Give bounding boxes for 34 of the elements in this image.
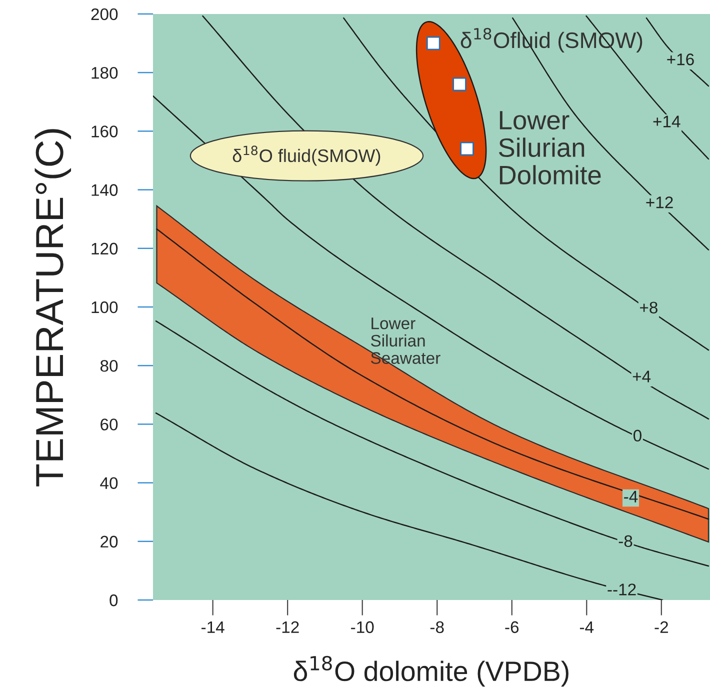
- x-tick-label: -8: [430, 621, 444, 634]
- x-axis-title: δ$^{18}$O dolomite (VPDB): [294, 656, 568, 687]
- y-tick-label: 60: [100, 418, 118, 430]
- point: [426, 36, 440, 50]
- annotation: +16: [667, 54, 694, 66]
- x-tick-label: -14: [202, 621, 224, 633]
- y-tick-label: 140: [92, 184, 118, 196]
- y-axis-title: TEMPERATURE°(C): [34, 129, 72, 486]
- annotation: +8: [640, 302, 658, 314]
- annotation: -8: [618, 535, 632, 548]
- x-tick-label: -6: [505, 621, 519, 634]
- y-tick-label: 200: [91, 8, 118, 20]
- x-tick-label: -2: [654, 621, 668, 633]
- annotation: 0: [633, 430, 642, 442]
- annotation: -4: [624, 490, 638, 502]
- annotation: Lower Silurian Dolomite: [498, 111, 601, 184]
- point: [452, 77, 466, 92]
- x-tick-label: -12: [276, 621, 299, 633]
- annotation: +14: [653, 116, 680, 128]
- y-tick-label: 80: [100, 360, 118, 372]
- annotation: --12: [608, 584, 636, 596]
- y-tick-label: 0: [110, 594, 118, 606]
- annotation: +4: [632, 370, 651, 382]
- y-tick-label: 20: [100, 536, 118, 548]
- y-tick-label: 40: [100, 477, 118, 489]
- y-tick-label: 120: [92, 242, 118, 255]
- x-tick-label: -4: [580, 621, 594, 633]
- y-tick-label: 180: [92, 66, 118, 79]
- x-tick-label: -10: [351, 621, 374, 634]
- y-tick-label: 160: [92, 126, 118, 138]
- annotation: δ$^{18}$O fluid(SMOW): [232, 146, 380, 166]
- point: [460, 142, 474, 156]
- y-tick-label: 100: [92, 301, 118, 314]
- annotation: +12: [646, 196, 673, 208]
